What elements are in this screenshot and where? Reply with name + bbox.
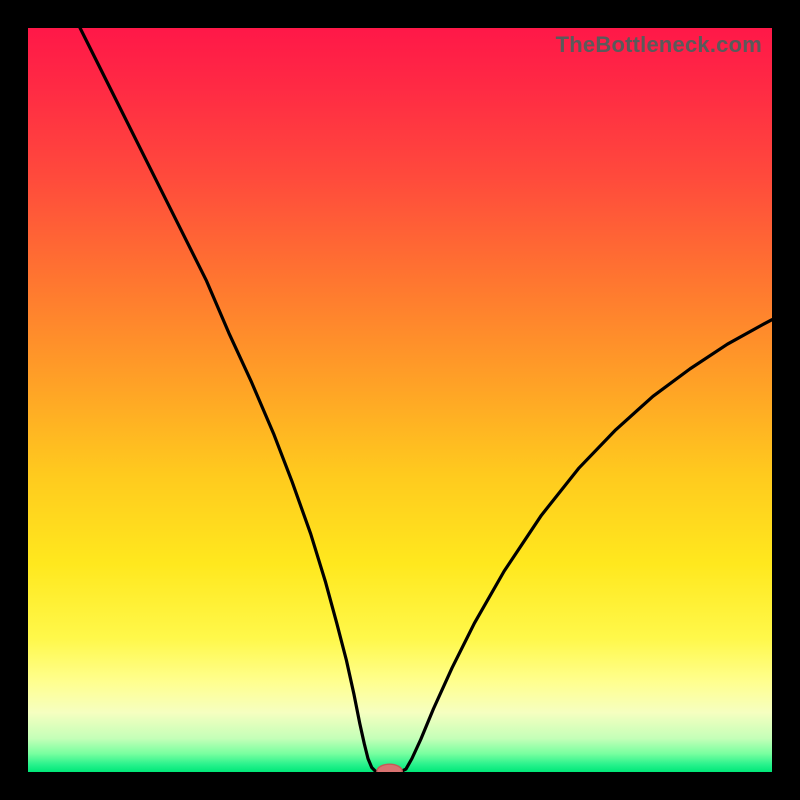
chart-frame: TheBottleneck.com [0, 0, 800, 800]
gradient-background [28, 28, 772, 772]
bottleneck-chart [28, 28, 772, 772]
watermark-text: TheBottleneck.com [556, 32, 762, 58]
